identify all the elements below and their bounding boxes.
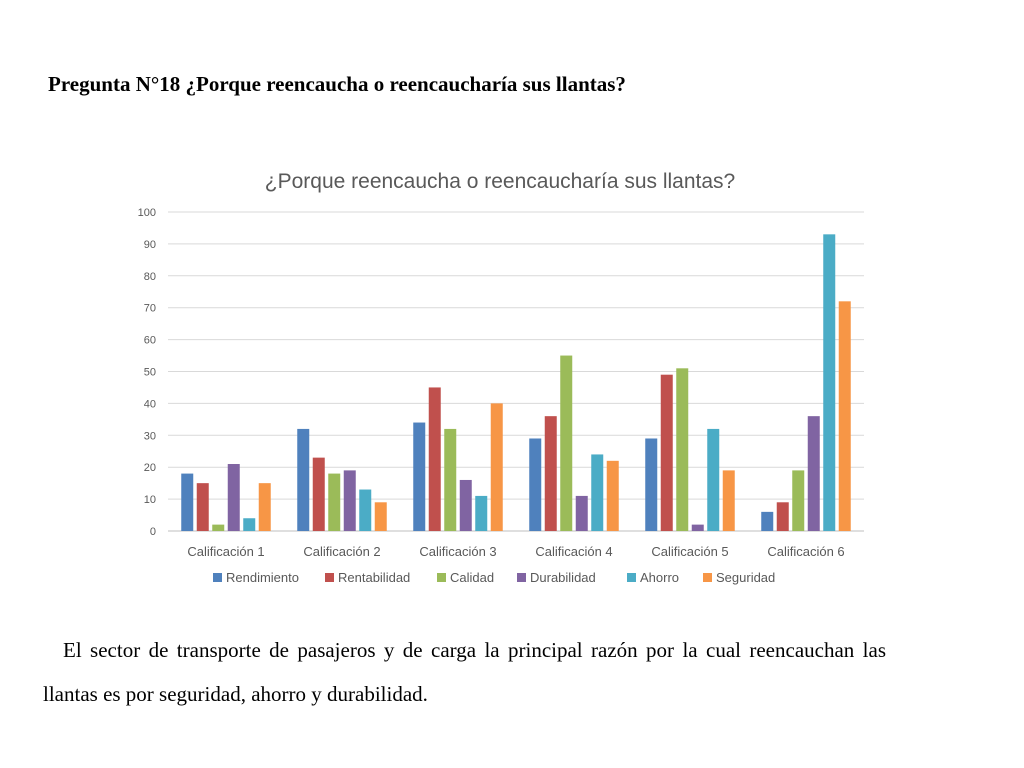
chart-title: ¿Porque reencaucha o reencaucharía sus l… xyxy=(265,170,735,193)
y-tick-label: 0 xyxy=(150,526,156,538)
legend-label: Durabilidad xyxy=(530,570,596,585)
bar xyxy=(490,403,503,531)
bar xyxy=(297,428,310,531)
bar xyxy=(428,387,441,531)
bar xyxy=(459,479,472,531)
y-tick-label: 100 xyxy=(138,207,156,219)
bar xyxy=(343,470,356,531)
bar xyxy=(181,473,194,531)
bar xyxy=(258,483,271,531)
bar xyxy=(374,502,387,531)
gridlines xyxy=(168,211,864,532)
x-tick-label: Calificación 4 xyxy=(535,544,612,559)
bar xyxy=(792,470,805,531)
bar xyxy=(312,457,325,531)
bar xyxy=(328,473,341,531)
legend: Rendimiento Rentabilidad Calidad Durabilida… xyxy=(213,570,775,585)
bar xyxy=(676,368,689,531)
x-tick-label: Calificación 2 xyxy=(303,544,380,559)
bar xyxy=(776,502,789,531)
y-tick-label: 40 xyxy=(144,398,156,410)
legend-label: Rendimiento xyxy=(226,570,299,585)
legend-swatch xyxy=(703,573,712,582)
bar-chart: ¿Porque reencaucha o reencaucharía sus l… xyxy=(138,170,864,585)
bar xyxy=(606,460,619,531)
legend-label: Ahorro xyxy=(640,570,679,585)
y-tick-label: 50 xyxy=(144,367,156,379)
legend-label: Calidad xyxy=(450,570,494,585)
x-tick-label: Calificación 3 xyxy=(419,544,496,559)
bar xyxy=(591,454,604,531)
bar xyxy=(807,416,820,531)
bar xyxy=(475,495,488,531)
y-tick-label: 10 xyxy=(144,494,156,506)
legend-swatch xyxy=(437,573,446,582)
bar xyxy=(529,438,542,531)
bar xyxy=(761,511,774,531)
x-axis-labels: Calificación 1 Calificación 2 Calificación… xyxy=(187,544,844,559)
legend-label: Seguridad xyxy=(716,570,775,585)
bar xyxy=(691,524,704,531)
y-tick-label: 90 xyxy=(144,239,156,251)
legend-label: Rentabilidad xyxy=(338,570,410,585)
bar xyxy=(707,428,720,531)
y-tick-label: 60 xyxy=(144,335,156,347)
bar xyxy=(359,489,372,531)
page-heading: Pregunta N°18 ¿Porque reencaucha o reenc… xyxy=(48,72,626,96)
bars xyxy=(181,234,851,531)
bar xyxy=(838,301,851,531)
bar xyxy=(243,518,256,531)
x-tick-label: Calificación 1 xyxy=(187,544,264,559)
legend-swatch xyxy=(517,573,526,582)
conclusion-paragraph: El sector de transporte de pasajeros y d… xyxy=(43,638,886,706)
legend-swatch xyxy=(627,573,636,582)
bar xyxy=(823,234,836,531)
bar xyxy=(645,438,658,531)
y-tick-label: 20 xyxy=(144,462,156,474)
bar xyxy=(413,422,426,531)
y-tick-label: 80 xyxy=(144,271,156,283)
legend-swatch xyxy=(325,573,334,582)
legend-swatch xyxy=(213,573,222,582)
bar xyxy=(722,470,735,531)
bar xyxy=(575,495,588,531)
y-axis-ticks: 0 10 20 30 40 50 60 70 80 90 100 xyxy=(138,207,156,538)
x-tick-label: Calificación 6 xyxy=(767,544,844,559)
bar xyxy=(444,428,457,531)
bar xyxy=(660,374,673,531)
bar xyxy=(544,416,557,531)
y-tick-label: 30 xyxy=(144,430,156,442)
bar xyxy=(227,464,240,531)
bar xyxy=(196,483,209,531)
y-tick-label: 70 xyxy=(144,303,156,315)
bar xyxy=(212,524,225,531)
x-tick-label: Calificación 5 xyxy=(651,544,728,559)
bar xyxy=(560,355,573,531)
